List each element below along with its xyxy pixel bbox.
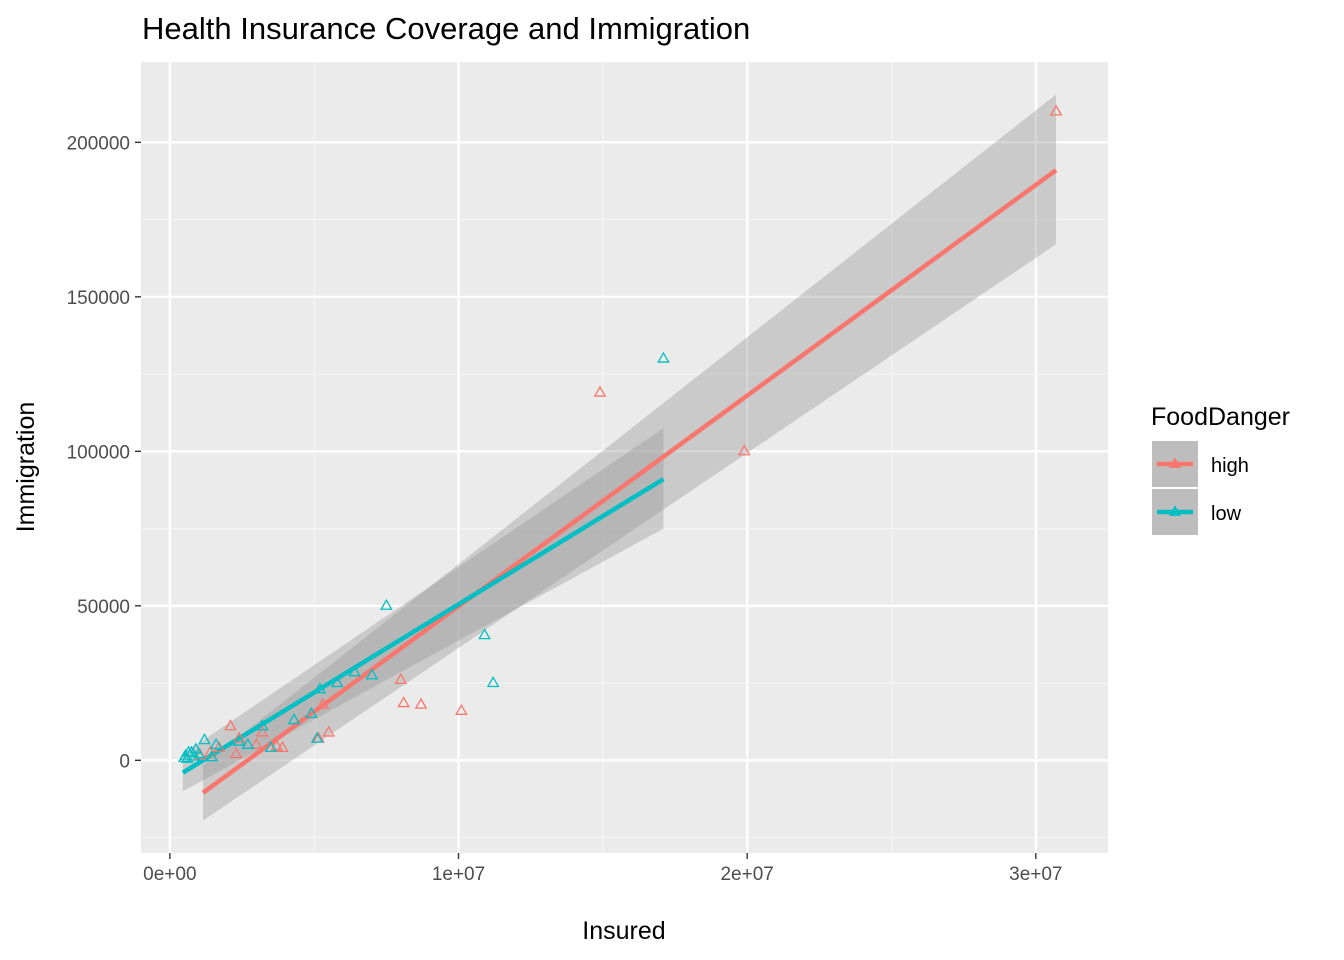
data-point-high	[276, 740, 289, 753]
data-point-low	[310, 731, 324, 743]
legend-key-marker-high	[1168, 457, 1182, 468]
data-point-high	[593, 385, 607, 397]
data-point-low	[232, 734, 246, 746]
legend: FoodDanger high low	[1151, 403, 1290, 535]
x-axis-ticks: 0e+00 1e+07 2e+07 3e+07	[143, 853, 1063, 885]
data-point-high	[455, 703, 468, 715]
data-point-low	[177, 750, 191, 762]
y-tick-label: 0	[119, 751, 130, 772]
legend-label-high: high	[1211, 455, 1249, 477]
data-point-low	[348, 665, 361, 677]
data-point-low	[188, 749, 201, 761]
data-point-high	[270, 739, 283, 751]
y-tick-label: 50000	[77, 597, 130, 618]
data-point-low	[180, 751, 194, 763]
data-point-high	[224, 719, 237, 731]
fit-lines	[181, 168, 1058, 795]
data-point-high	[316, 697, 330, 709]
data-point-low	[313, 682, 327, 694]
data-point-high	[250, 737, 263, 749]
y-tick-label: 150000	[67, 288, 130, 309]
y-tick-label: 200000	[67, 133, 130, 154]
x-tick-label: 2e+07	[720, 864, 773, 885]
chart-title: Health Insurance Coverage and Immigratio…	[142, 11, 750, 46]
data-point-low	[330, 676, 344, 688]
data-point-low	[198, 733, 211, 745]
data-point-low	[205, 750, 219, 762]
data-points	[177, 104, 1063, 763]
x-tick-label: 0e+00	[143, 864, 196, 885]
grid-minor	[141, 62, 1108, 853]
x-tick-label: 1e+07	[432, 864, 485, 885]
data-point-low	[241, 737, 255, 749]
data-point-high	[203, 745, 217, 757]
y-tick-label: 100000	[67, 442, 130, 463]
fit-line-low	[181, 477, 665, 775]
x-tick-label: 3e+07	[1009, 864, 1062, 885]
data-point-low	[380, 598, 393, 610]
data-point-high	[414, 697, 428, 709]
data-point-low	[304, 706, 318, 719]
data-point-low	[287, 713, 301, 725]
x-axis-title: Insured	[582, 917, 665, 945]
legend-label-low: low	[1211, 503, 1242, 525]
data-point-high	[255, 725, 269, 737]
data-point-high	[1049, 104, 1063, 116]
legend-title: FoodDanger	[1151, 403, 1290, 431]
y-axis-title: Immigration	[12, 402, 40, 533]
data-point-high	[232, 731, 246, 743]
data-point-high	[212, 740, 226, 753]
data-point-low	[478, 628, 491, 640]
fit-line-high	[201, 168, 1058, 795]
data-point-low	[657, 351, 670, 363]
data-point-low	[192, 747, 206, 759]
data-point-high	[737, 444, 751, 456]
legend-key-marker-low	[1168, 505, 1182, 516]
data-point-high	[322, 725, 335, 737]
data-point-high	[397, 696, 410, 708]
data-point-high	[229, 747, 243, 759]
data-point-low	[486, 676, 500, 688]
y-axis-ticks: 0 50000 100000 150000 200000	[67, 133, 141, 772]
data-point-low	[255, 719, 269, 731]
data-point-low	[264, 740, 278, 753]
data-point-low	[209, 737, 223, 749]
data-point-high	[394, 672, 408, 685]
grid-major	[141, 62, 1108, 853]
data-point-low	[365, 668, 379, 680]
